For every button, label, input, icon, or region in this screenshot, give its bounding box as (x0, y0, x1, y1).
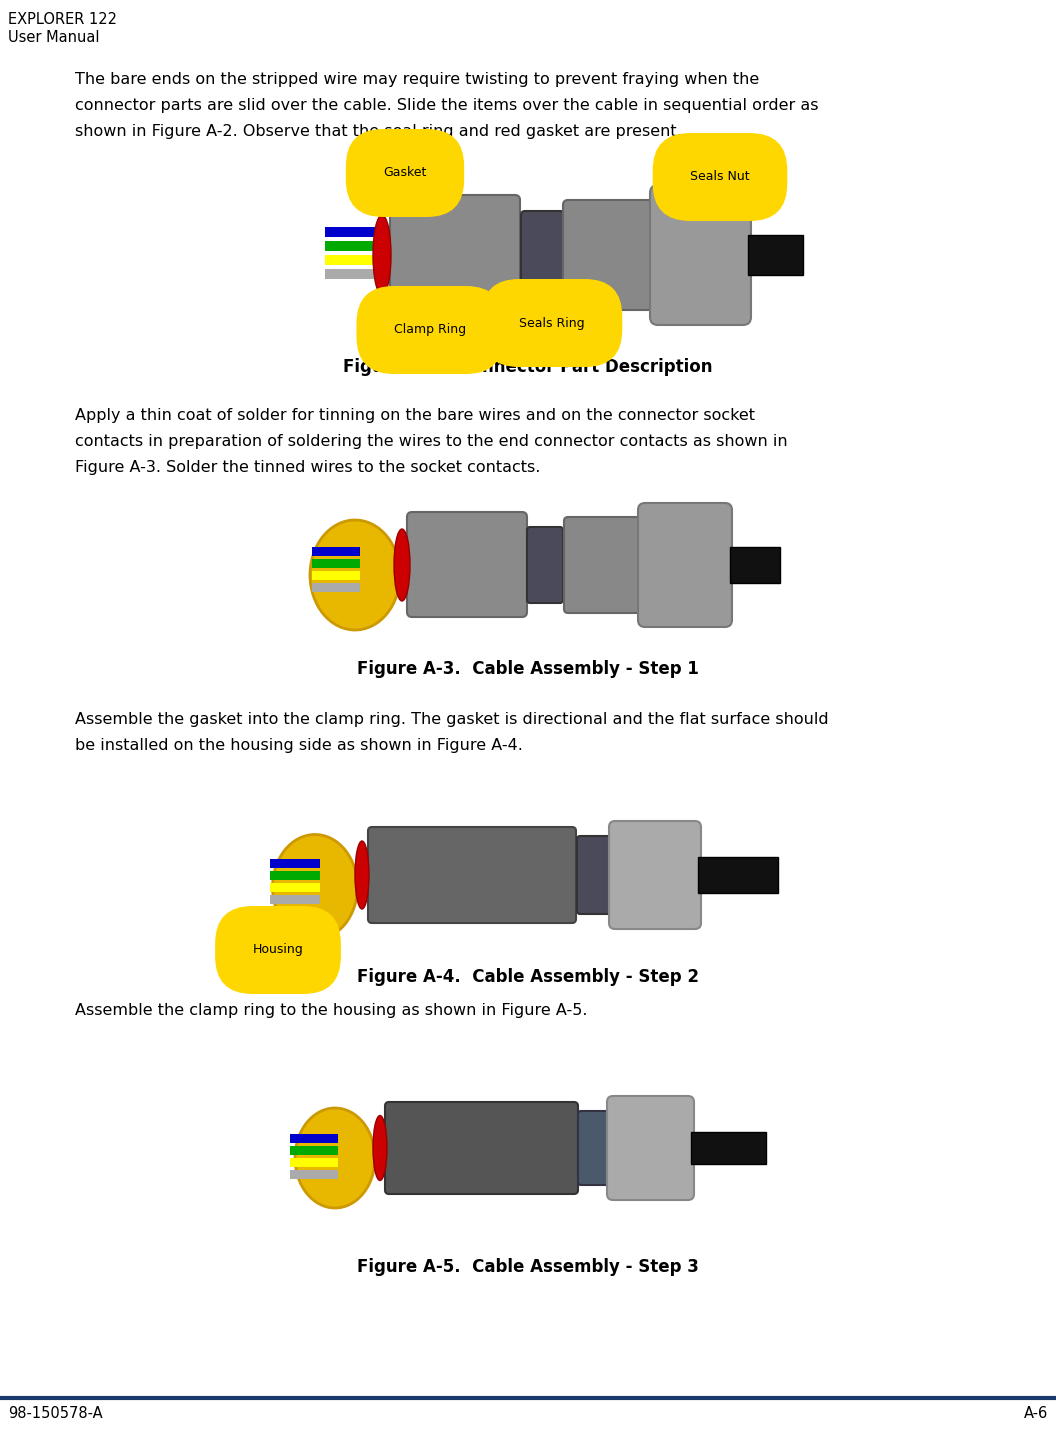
Text: User Manual: User Manual (8, 30, 99, 44)
Ellipse shape (373, 1115, 386, 1181)
Text: Figure A-3.  Cable Assembly - Step 1: Figure A-3. Cable Assembly - Step 1 (357, 661, 699, 678)
Text: be installed on the housing side as shown in Figure A-4.: be installed on the housing side as show… (75, 738, 523, 754)
FancyBboxPatch shape (609, 821, 701, 930)
Text: Seals Ring: Seals Ring (520, 316, 585, 329)
FancyBboxPatch shape (607, 1095, 694, 1200)
Bar (312, 559, 360, 568)
Bar (270, 871, 320, 879)
FancyBboxPatch shape (650, 184, 751, 325)
Bar (270, 882, 320, 892)
Text: connector parts are slid over the cable. Slide the items over the cable in seque: connector parts are slid over the cable.… (75, 99, 818, 113)
Text: The bare ends on the stripped wire may require twisting to prevent fraying when : The bare ends on the stripped wire may r… (75, 72, 759, 87)
Text: EXPLORER 122: EXPLORER 122 (8, 11, 117, 27)
Text: Assemble the clamp ring to the housing as shown in Figure A-5.: Assemble the clamp ring to the housing a… (75, 1002, 587, 1018)
Bar (325, 255, 380, 265)
Bar (748, 235, 803, 275)
Bar (270, 895, 320, 904)
FancyBboxPatch shape (407, 512, 527, 616)
Text: 98-150578-A: 98-150578-A (8, 1406, 102, 1421)
Bar (325, 269, 380, 279)
Bar (290, 1170, 338, 1178)
Bar (730, 548, 780, 583)
Bar (325, 227, 380, 237)
FancyBboxPatch shape (578, 1111, 609, 1185)
FancyBboxPatch shape (564, 518, 642, 613)
Bar (290, 1158, 338, 1167)
Text: Clamp Ring: Clamp Ring (394, 323, 466, 336)
Bar (270, 859, 320, 868)
Text: Seals Nut: Seals Nut (691, 170, 750, 183)
Bar (290, 1145, 338, 1155)
Ellipse shape (394, 529, 410, 601)
Text: contacts in preparation of soldering the wires to the end connector contacts as : contacts in preparation of soldering the… (75, 433, 788, 449)
Bar (312, 583, 360, 592)
Text: Assemble the gasket into the clamp ring. The gasket is directional and the flat : Assemble the gasket into the clamp ring.… (75, 712, 829, 726)
FancyBboxPatch shape (385, 1103, 578, 1194)
Ellipse shape (295, 1108, 375, 1208)
FancyBboxPatch shape (527, 528, 563, 603)
Ellipse shape (310, 521, 400, 631)
Text: Figure A-2.  Connector Part Description: Figure A-2. Connector Part Description (343, 358, 713, 376)
Ellipse shape (272, 835, 358, 940)
Bar (698, 857, 778, 892)
Text: Housing: Housing (252, 944, 303, 957)
FancyBboxPatch shape (390, 194, 520, 315)
Bar (691, 1133, 766, 1164)
Bar (290, 1134, 338, 1143)
Text: Figure A-5.  Cable Assembly - Step 3: Figure A-5. Cable Assembly - Step 3 (357, 1258, 699, 1276)
FancyBboxPatch shape (638, 503, 732, 626)
FancyBboxPatch shape (521, 212, 564, 299)
Bar (325, 242, 380, 252)
Ellipse shape (373, 214, 391, 295)
Text: Gasket: Gasket (383, 166, 427, 180)
Text: Apply a thin coat of solder for tinning on the bare wires and on the connector s: Apply a thin coat of solder for tinning … (75, 408, 755, 423)
Bar (312, 571, 360, 581)
FancyBboxPatch shape (563, 200, 653, 310)
FancyBboxPatch shape (577, 837, 611, 914)
Text: Figure A-4.  Cable Assembly - Step 2: Figure A-4. Cable Assembly - Step 2 (357, 968, 699, 987)
Text: A-6: A-6 (1023, 1406, 1048, 1421)
Bar (312, 548, 360, 556)
Text: shown in Figure A-2. Observe that the seal ring and red gasket are present.: shown in Figure A-2. Observe that the se… (75, 124, 682, 139)
Ellipse shape (355, 841, 369, 909)
Text: Figure A-3. Solder the tinned wires to the socket contacts.: Figure A-3. Solder the tinned wires to t… (75, 460, 541, 475)
FancyBboxPatch shape (367, 827, 576, 922)
